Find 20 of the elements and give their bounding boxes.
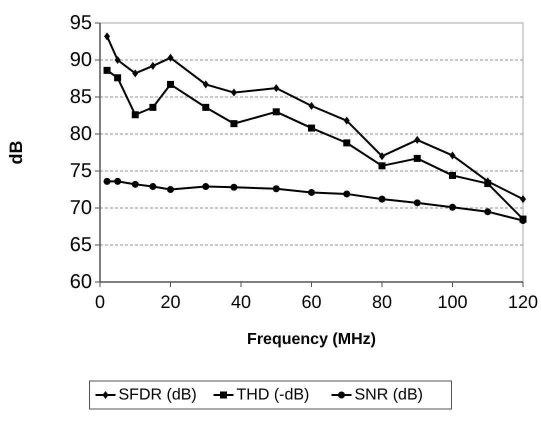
y-tick-label: 70 <box>70 197 92 219</box>
x-tick-label: 120 <box>508 292 538 312</box>
y-tick-label: 60 <box>70 271 92 293</box>
x-tick-label: 100 <box>437 292 468 312</box>
x-tick-label: 20 <box>160 292 181 312</box>
x-tick-label: 60 <box>301 292 322 312</box>
y-tick-label: 65 <box>70 234 92 256</box>
legend-label: THD (-dB) <box>236 386 310 404</box>
x-tick-label: 0 <box>94 292 106 312</box>
legend-label: SFDR (dB) <box>118 386 197 404</box>
y-tick-label: 85 <box>70 86 92 108</box>
x-axis-title: Frequency (MHz) <box>247 331 376 348</box>
y-tick-label: 80 <box>70 123 92 145</box>
legend-label: SNR (dB) <box>354 386 423 404</box>
y-axis-title: dB <box>6 140 26 164</box>
y-tick-label: 90 <box>70 49 92 71</box>
x-tick-label: 80 <box>372 292 392 312</box>
x-tick-label: 40 <box>230 292 252 312</box>
y-tick-label: 95 <box>70 12 92 34</box>
y-tick-label: 75 <box>70 160 92 182</box>
